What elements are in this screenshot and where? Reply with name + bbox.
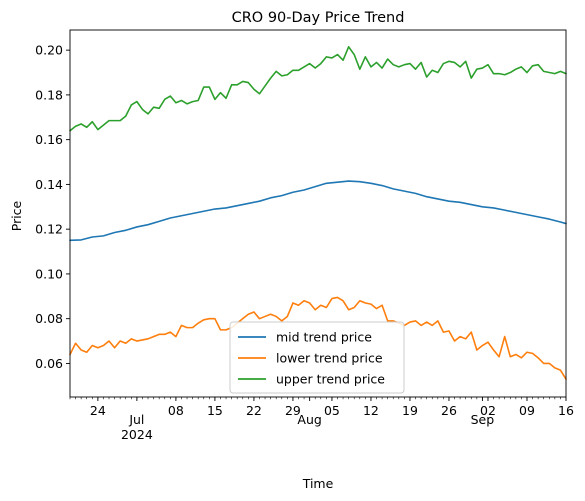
x-axis-label: Time (302, 476, 334, 491)
x-tick-label: 26 (441, 403, 457, 418)
legend: mid trend price lower trend price upper tr… (229, 321, 405, 394)
x-month-label: Aug (297, 412, 321, 427)
x-tick-label: 09 (519, 403, 535, 418)
x-tick-label: 15 (207, 403, 223, 418)
y-tick-label: 0.20 (35, 43, 63, 58)
x-tick-label: 19 (402, 403, 418, 418)
chart-title: CRO 90-Day Price Trend (232, 10, 405, 26)
y-tick-label: 0.12 (35, 222, 63, 237)
y-tick-label: 0.14 (35, 177, 63, 192)
x-tick-label: 12 (363, 403, 379, 418)
series-line-0 (69, 180, 567, 242)
series-line-1 (69, 296, 567, 380)
y-axis-ticks: 0.06 0.08 0.10 0.12 0.14 0.16 0.18 0.20 (35, 43, 70, 371)
legend-label: upper trend price (276, 372, 385, 387)
x-tick-label: 22 (246, 403, 262, 418)
x-tick-label: 29 (285, 403, 301, 418)
x-year-label: 2024 (121, 427, 153, 442)
x-month-label: Sep (471, 412, 495, 427)
y-tick-label: 0.16 (35, 132, 63, 147)
x-tick-label: 02 (480, 403, 496, 418)
legend-label: lower trend price (276, 351, 383, 366)
legend-box (229, 321, 405, 394)
plot-area (69, 29, 567, 398)
y-axis-label: Price (9, 200, 24, 231)
x-tick-label: 08 (168, 403, 184, 418)
x-tick-label: 05 (324, 403, 340, 418)
legend-label: mid trend price (276, 330, 372, 345)
x-tick-label: 24 (90, 403, 106, 418)
y-tick-label: 0.08 (35, 311, 63, 326)
x-tick-label: 16 (558, 403, 574, 418)
series-line-2 (69, 45, 567, 132)
y-tick-label: 0.18 (35, 87, 63, 102)
x-month-label: Jul (128, 412, 144, 427)
y-tick-label: 0.10 (35, 266, 63, 281)
series-lines (69, 45, 567, 380)
y-tick-label: 0.06 (35, 356, 63, 371)
